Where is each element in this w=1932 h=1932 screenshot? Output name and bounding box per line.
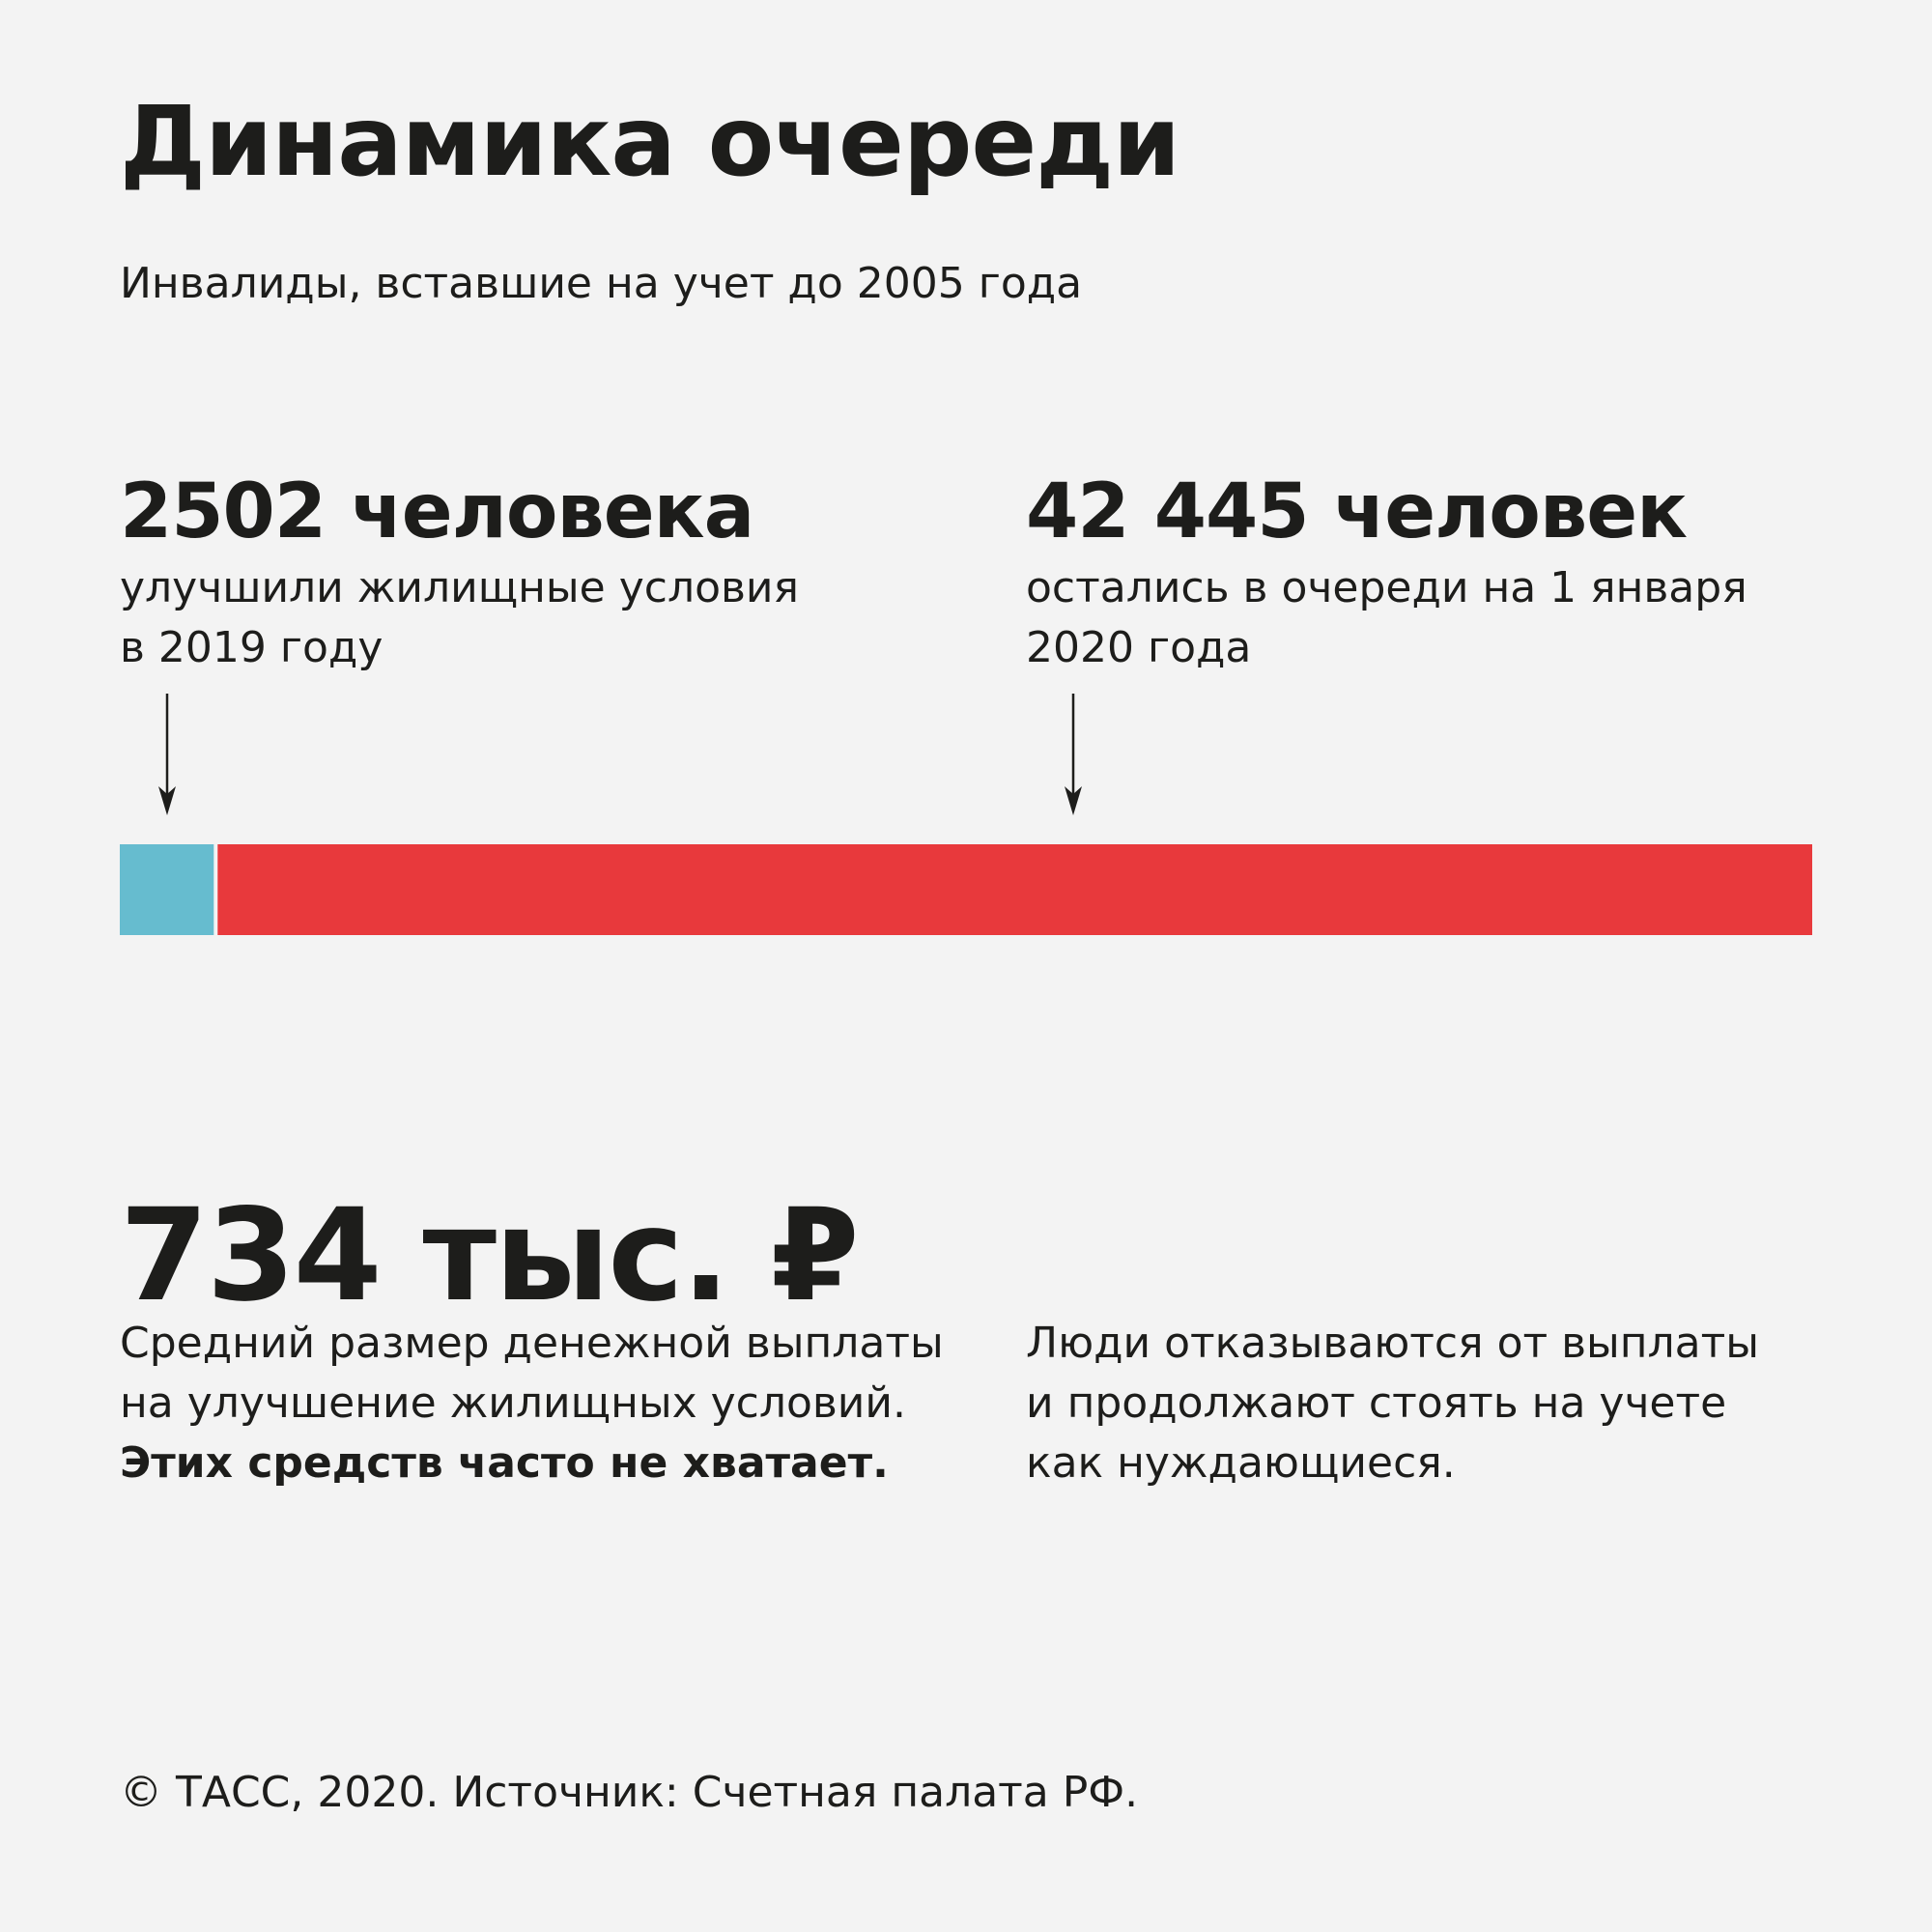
stat-improved-description: улучшили жилищные условия в 2019 году bbox=[120, 563, 799, 672]
payment-emphasis: Этих средств часто не хватает. bbox=[120, 1438, 889, 1488]
page-title: Динамика очереди bbox=[120, 85, 1180, 198]
average-payment-value: 734 тыс. ₽ bbox=[120, 1181, 860, 1330]
stat-queue-description: остались в очереди на 1 января 2020 года bbox=[1026, 563, 1747, 672]
payment-note-line: Люди отказываются от выплаты bbox=[1026, 1319, 1759, 1368]
stacked-bar-chart bbox=[120, 844, 1812, 935]
stat-queue-value: 42 445 человек bbox=[1026, 469, 1688, 555]
bar-segment-improved bbox=[120, 844, 214, 935]
payment-description: Средний размер денежной выплаты на улучш… bbox=[120, 1314, 970, 1493]
payment-description-line: на улучшение жилищных условий. bbox=[120, 1378, 906, 1428]
bar-segment-queue bbox=[217, 844, 1812, 935]
payment-note-line: и продолжают стоять на учете bbox=[1026, 1378, 1727, 1428]
arrow-down-icon bbox=[158, 694, 176, 815]
source-footer: © ТАСС, 2020. Источник: Счетная палата Р… bbox=[120, 1768, 1139, 1817]
payment-description-line: Средний размер денежной выплаты bbox=[120, 1319, 944, 1368]
arrow-down-icon bbox=[1065, 694, 1082, 815]
payment-note-line: как нуждающиеся. bbox=[1026, 1438, 1456, 1488]
stat-improved-value: 2502 человека bbox=[120, 469, 754, 555]
payment-note: Люди отказываются от выплаты и продолжаю… bbox=[1026, 1314, 1876, 1493]
page-subtitle: Инвалиды, вставшие на учет до 2005 года bbox=[120, 259, 1083, 308]
